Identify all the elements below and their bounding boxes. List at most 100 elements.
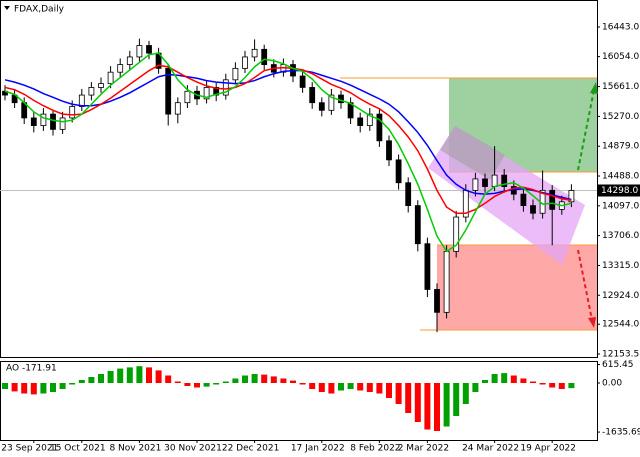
ao-bar (299, 383, 306, 385)
x-tick-label: 2 Mar 2022 (398, 444, 449, 454)
ao-bar (386, 383, 392, 398)
ao-bar (69, 383, 76, 385)
candle-body (222, 79, 229, 96)
ao-bar (309, 383, 316, 389)
x-tick-label: 8 Nov 2021 (109, 444, 161, 454)
ao-bar (472, 383, 479, 392)
ao-bar (462, 383, 469, 404)
y-tick-label: 16443.0 (602, 22, 639, 32)
ao-bar (107, 371, 114, 383)
candle-body (386, 140, 392, 161)
ao-bar (174, 381, 181, 383)
ao-bar (98, 374, 104, 383)
ao-bar (357, 383, 364, 391)
y-tick-label: 15661.0 (602, 82, 639, 92)
candle-body (78, 94, 85, 107)
ao-bar (318, 383, 325, 392)
ao-bar (78, 380, 85, 383)
candle-body (261, 48, 268, 65)
candle-body (117, 64, 124, 73)
y2-tick-label: 0.00 (602, 379, 622, 389)
y-tick-label: 13315.0 (602, 261, 639, 271)
x-tick-label: 19 Apr 2022 (520, 444, 576, 454)
arrow-head (588, 317, 596, 328)
ao-bar (376, 383, 383, 394)
candle-body (568, 190, 575, 203)
y-tick-label: 15270.0 (602, 112, 639, 122)
y-tick-label: 12153.5 (602, 349, 639, 359)
ao-bar (405, 383, 412, 413)
candle-body (530, 205, 536, 214)
candle-body (232, 67, 239, 81)
ao-bar (366, 383, 373, 392)
candle-body (472, 178, 479, 191)
ao-bar (414, 383, 421, 422)
candle-body (520, 193, 527, 207)
x-tick-label: 23 Sep 2021 (1, 444, 58, 454)
candle-body (107, 71, 114, 85)
ao-bar (194, 383, 200, 388)
ao-bar (242, 375, 248, 383)
x-tick-label: 17 Jan 2022 (291, 444, 345, 454)
candle-body (491, 174, 498, 187)
channel-part (440, 126, 505, 180)
ao-bar (510, 375, 517, 383)
y-tick-label: 12924.0 (602, 291, 639, 301)
ao-bar (434, 383, 440, 431)
ao-bar (539, 383, 546, 385)
candle-body (357, 117, 364, 126)
candle-body (251, 48, 258, 58)
candle-body (136, 45, 143, 58)
ao-bar (126, 367, 133, 383)
candle-body (98, 83, 104, 88)
candle-body (30, 117, 37, 126)
ao-bar (11, 383, 18, 392)
y2-tick-label: -1635.69 (602, 428, 640, 438)
y2-tick-label: 615.45 (602, 360, 634, 370)
x-tick-label: 8 Feb 2022 (350, 444, 400, 454)
ao-bar (30, 383, 37, 395)
candle-body (366, 113, 373, 126)
ao-bar (232, 378, 239, 383)
ao-bar (270, 376, 277, 383)
ao-bar (347, 383, 354, 389)
candle-body (328, 94, 335, 111)
ao-bar (59, 383, 66, 389)
candle-body (299, 75, 306, 88)
ao-bar (338, 383, 344, 391)
candle-body (309, 87, 316, 104)
y-tick-label: 14879.0 (602, 142, 639, 152)
ao-bar (558, 383, 565, 389)
ao-bar (395, 383, 402, 404)
target-zone-down (437, 245, 597, 330)
ao-bar (203, 383, 210, 387)
candle-body (88, 87, 95, 96)
ao-bar (261, 374, 268, 383)
ao-bar (40, 383, 47, 394)
y-tick-label: 12544.0 (602, 320, 639, 330)
menu-icon (4, 6, 10, 10)
candle-body (443, 250, 450, 313)
x-tick-label: 22 Dec 2021 (222, 444, 280, 454)
candle-body (146, 45, 152, 54)
candle-body (414, 205, 421, 245)
candle-body (50, 113, 56, 130)
ao-bar (424, 383, 431, 430)
ao-bar (328, 383, 335, 394)
ao-bar (213, 383, 220, 385)
arrow-down (577, 249, 593, 321)
ao-bar (568, 383, 575, 389)
ao-bar (280, 378, 287, 383)
candle-body (482, 178, 488, 187)
candle-body (376, 113, 383, 142)
y-tick-label: 13706.0 (602, 231, 639, 241)
ao-bar (155, 370, 162, 383)
ao-bar (501, 373, 508, 383)
candle-body (434, 289, 440, 313)
candle-body (184, 90, 191, 104)
candle-body (203, 87, 210, 100)
ao-bar (491, 374, 498, 383)
ao-bar (443, 383, 450, 427)
ao-bar (21, 383, 28, 394)
candle-body (174, 102, 181, 115)
